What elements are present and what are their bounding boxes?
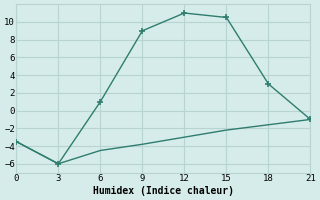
- X-axis label: Humidex (Indice chaleur): Humidex (Indice chaleur): [93, 186, 234, 196]
